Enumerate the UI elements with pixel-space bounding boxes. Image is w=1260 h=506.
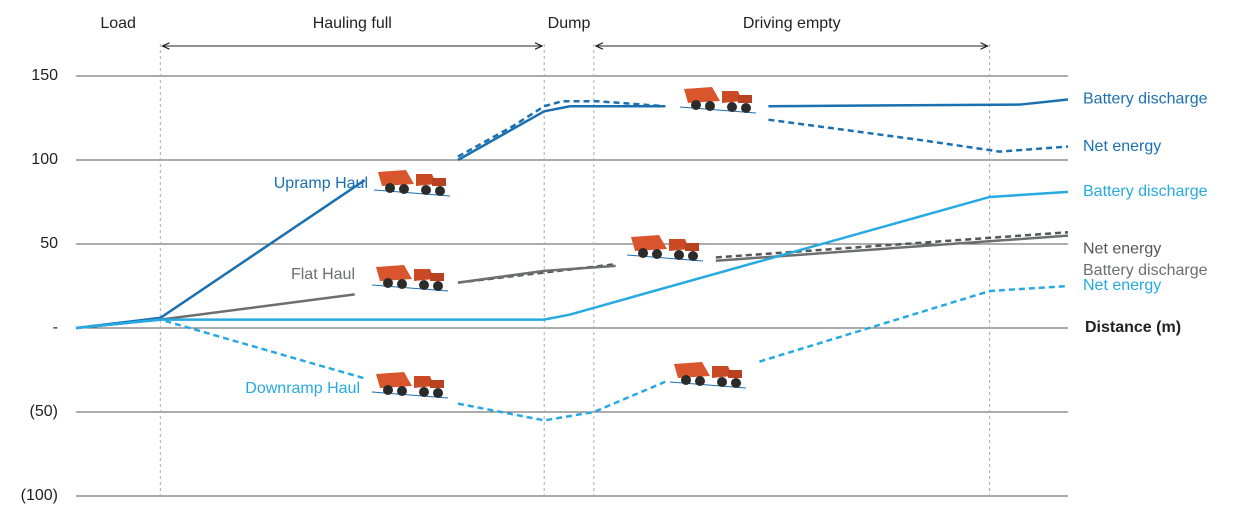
y-tick-label: 100 bbox=[31, 151, 58, 168]
y-tick-label: (100) bbox=[21, 487, 58, 504]
x-axis-label: Distance (m) bbox=[1085, 319, 1181, 336]
annotation: Downramp Haul bbox=[245, 380, 360, 397]
series-line bbox=[457, 99, 1069, 158]
phase-label: Dump bbox=[548, 15, 591, 32]
legend-label: Battery discharge bbox=[1083, 183, 1208, 200]
y-tick-label: (50) bbox=[30, 403, 58, 420]
legend-label: Net energy bbox=[1083, 240, 1161, 257]
phase-label: Hauling full bbox=[313, 15, 392, 32]
y-tick-label: 150 bbox=[31, 67, 58, 84]
annotation: Flat Haul bbox=[291, 266, 355, 283]
annotation: Upramp Haul bbox=[274, 175, 368, 192]
legend-label: Net energy bbox=[1083, 138, 1161, 155]
y-tick-label: - bbox=[53, 319, 58, 336]
y-tick-label: 50 bbox=[40, 235, 58, 252]
series-line bbox=[75, 190, 1069, 330]
truck-icons bbox=[371, 86, 757, 399]
legend-label: Net energy bbox=[1083, 277, 1161, 294]
series-line bbox=[75, 98, 1069, 330]
phase-label: Load bbox=[100, 15, 136, 32]
phase-label: Driving empty bbox=[743, 15, 841, 32]
legend-label: Battery discharge bbox=[1083, 91, 1208, 108]
series-line bbox=[75, 284, 1069, 422]
legend-label: Battery discharge bbox=[1083, 262, 1208, 279]
